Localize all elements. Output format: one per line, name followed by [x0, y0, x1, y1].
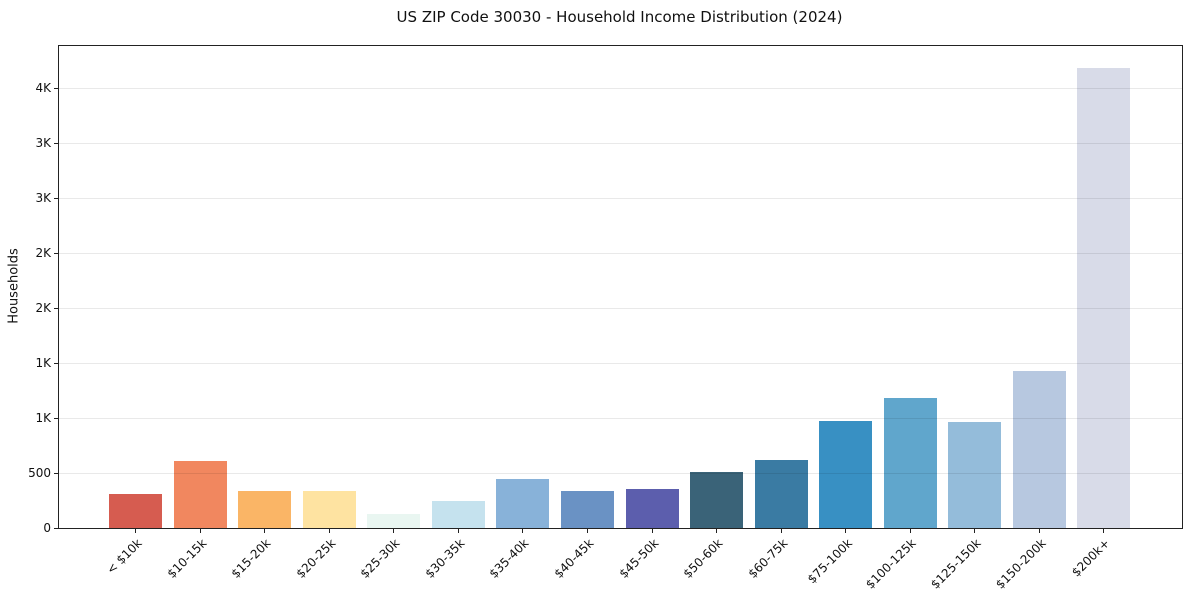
x-tick-mark — [199, 529, 201, 533]
bar-16 — [1077, 68, 1131, 528]
x-tick-label: $30-35k — [422, 536, 468, 581]
x-tick-mark — [135, 529, 137, 533]
x-tick-mark — [909, 529, 911, 533]
bar-12 — [819, 421, 873, 528]
y-tick-label: 0 — [43, 521, 51, 535]
x-tick-label: $20-25k — [293, 536, 339, 581]
x-tick-mark — [393, 529, 395, 533]
bar-10 — [690, 472, 744, 528]
y-tick-label: 500 — [28, 465, 51, 480]
x-tick-mark — [522, 529, 524, 533]
bar-15 — [1012, 370, 1066, 528]
x-tick-mark — [1103, 529, 1105, 533]
bar-7 — [496, 479, 550, 528]
x-tick-label: $15-20k — [228, 536, 274, 581]
x-tick-label: $50-60k — [680, 536, 726, 581]
y-tick-mark — [54, 307, 58, 309]
gridline — [59, 197, 1182, 199]
gridline — [59, 87, 1182, 89]
x-tick-label: $40-45k — [551, 536, 597, 581]
x-tick-mark — [586, 529, 588, 533]
y-tick-mark — [54, 197, 58, 199]
x-tick-label: $200k+ — [1069, 536, 1113, 580]
x-tick-mark — [974, 529, 976, 533]
x-tick-mark — [845, 529, 847, 533]
x-tick-mark — [264, 529, 266, 533]
y-tick-mark — [54, 87, 58, 89]
bar-2 — [173, 460, 227, 528]
x-tick-label: $100-125k — [863, 536, 920, 590]
x-tick-label: $75-100k — [804, 536, 855, 587]
bar-8 — [560, 491, 614, 528]
x-tick-mark — [328, 529, 330, 533]
bar-4 — [302, 490, 356, 528]
x-tick-mark — [780, 529, 782, 533]
gridline — [59, 307, 1182, 309]
bar-11 — [754, 459, 808, 528]
y-tick-label: 2K — [35, 245, 51, 260]
x-tick-label: $150-200k — [992, 536, 1049, 590]
x-tick-label: $60-75k — [745, 536, 791, 581]
x-tick-label: $45-50k — [616, 536, 661, 581]
x-tick-label: $10-15k — [164, 536, 210, 581]
gridline — [59, 252, 1182, 254]
gridline — [59, 362, 1182, 364]
y-tick-label: 1K — [35, 410, 51, 425]
x-tick-label: $25-30k — [357, 536, 403, 581]
x-tick-label: $35-40k — [486, 536, 532, 581]
gridline — [59, 417, 1182, 419]
bar-9 — [625, 488, 679, 528]
y-tick-mark — [54, 528, 58, 529]
y-tick-label: 2K — [35, 300, 51, 315]
x-tick-label: < $10k — [103, 536, 145, 577]
bar-1 — [109, 494, 163, 528]
x-tick-mark — [457, 529, 459, 533]
bar-3 — [238, 491, 292, 528]
y-tick-label: 1K — [35, 355, 51, 370]
bar-13 — [883, 397, 937, 528]
y-tick-label: 3K — [35, 135, 51, 150]
y-tick-mark — [54, 252, 58, 254]
y-tick-label: 4K — [35, 80, 51, 95]
x-tick-mark — [651, 529, 653, 533]
x-tick-mark — [1038, 529, 1040, 533]
y-tick-mark — [54, 362, 58, 364]
bar-14 — [948, 421, 1002, 528]
bar-6 — [431, 501, 485, 528]
y-tick-label: 3K — [35, 190, 51, 205]
y-tick-mark — [54, 142, 58, 144]
gridline — [59, 142, 1182, 144]
chart-title: US ZIP Code 30030 - Household Income Dis… — [396, 8, 843, 26]
bar-5 — [367, 513, 421, 528]
x-tick-label: $125-150k — [927, 536, 984, 590]
x-tick-mark — [716, 529, 718, 533]
plot-area: 0 500 1K 1K 2K 2K 3K 3K 4K < $10k $10-15k $15-20k $2… — [28, 45, 1183, 590]
gridline — [59, 472, 1182, 474]
y-tick-mark — [54, 472, 58, 474]
y-tick-mark — [54, 417, 58, 419]
